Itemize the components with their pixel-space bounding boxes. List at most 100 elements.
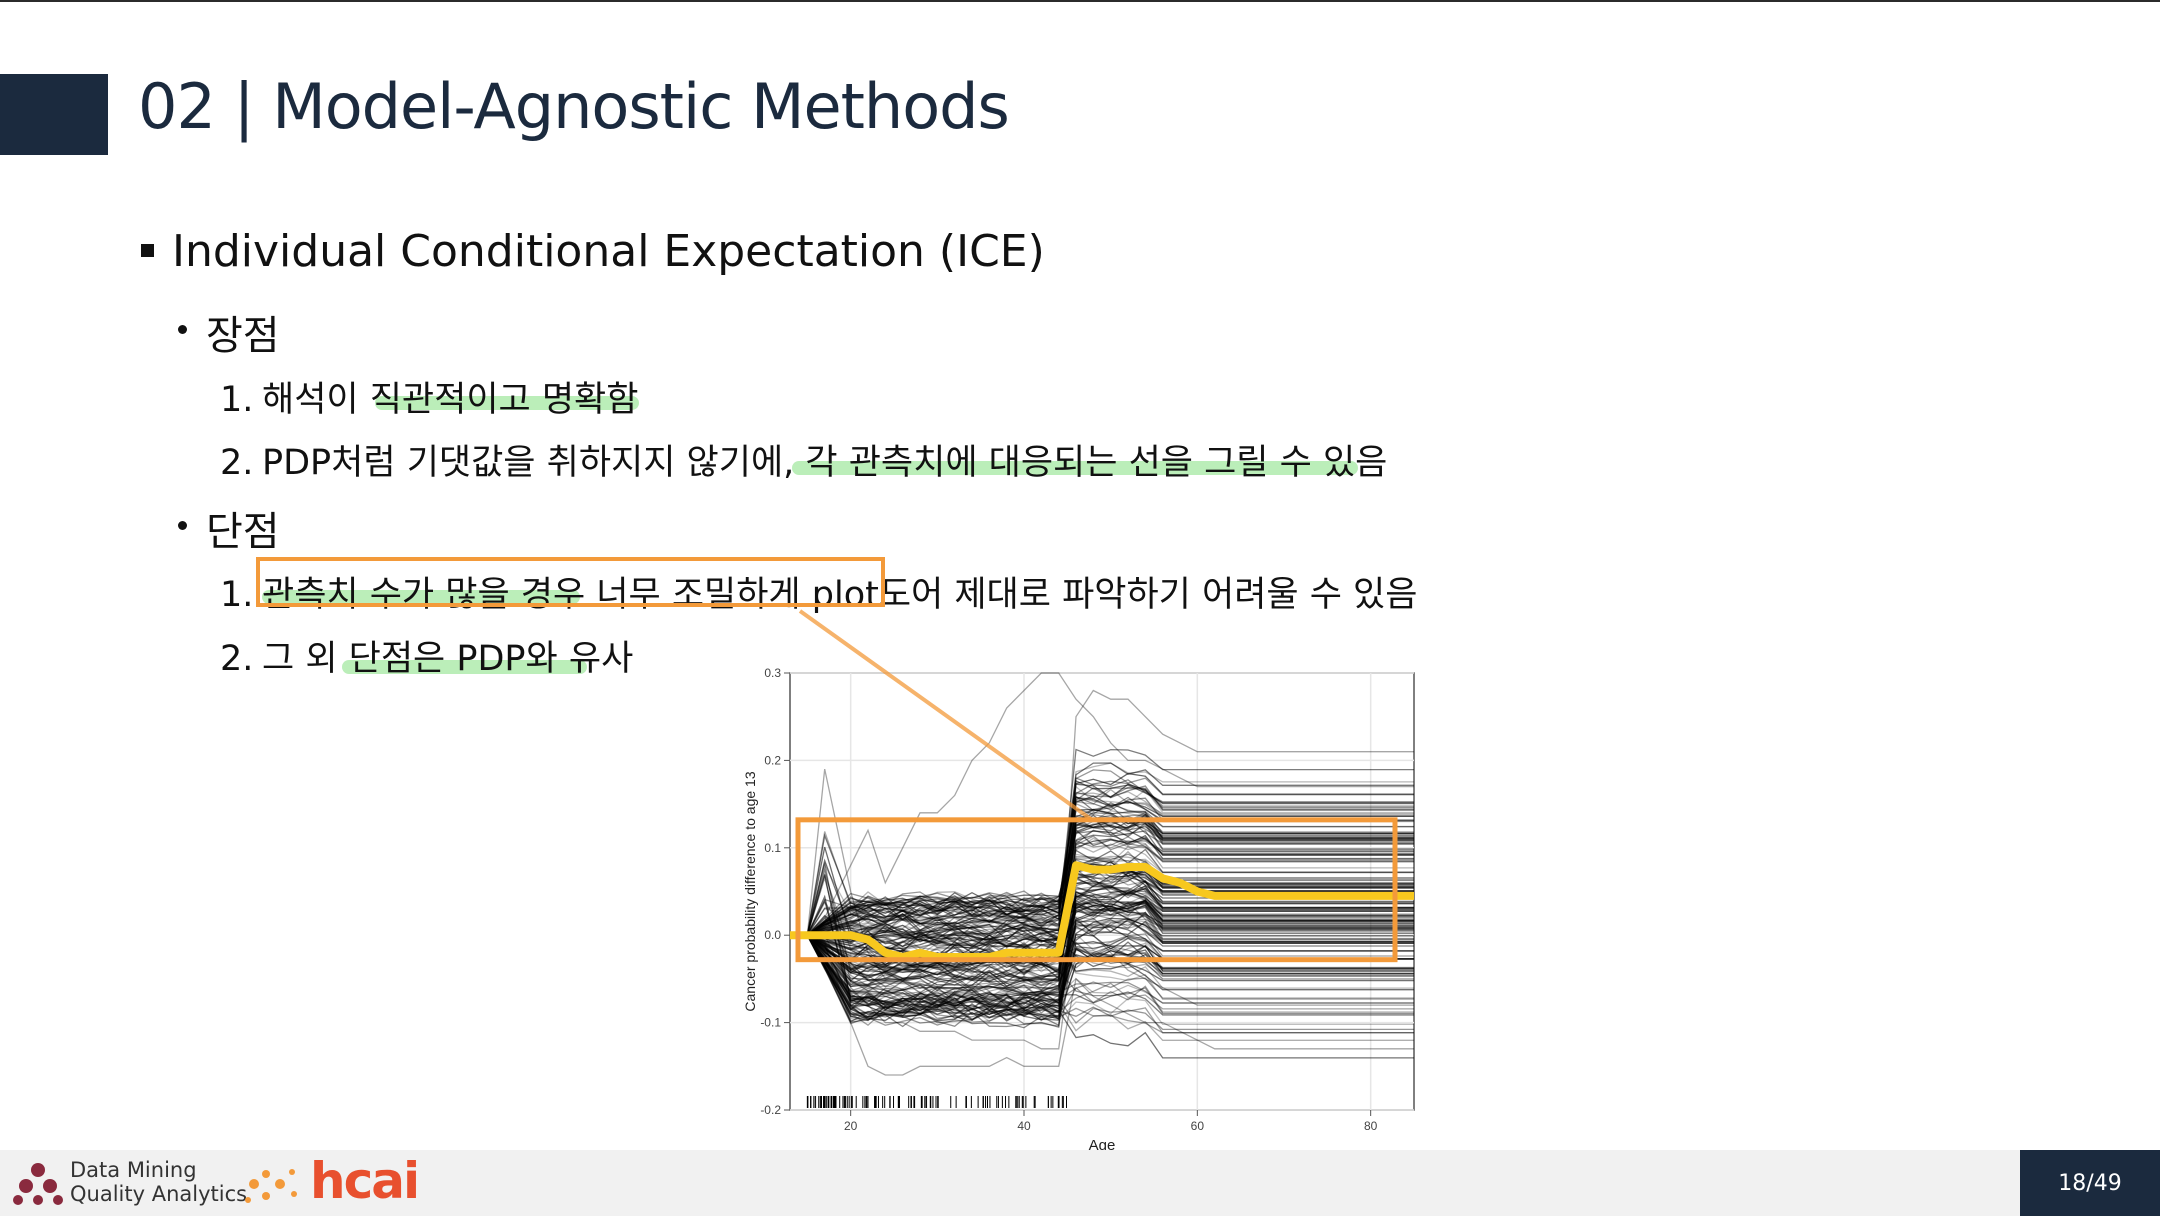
x-tick-label: 40: [1017, 1119, 1031, 1133]
ice-line: [790, 868, 1414, 944]
ice-line: [790, 902, 1414, 1012]
ice-line: [790, 934, 1414, 982]
ice-line: [790, 901, 1414, 1000]
ice-line: [790, 885, 1414, 1022]
ice-line: [790, 868, 1414, 936]
item-number: 2.: [220, 443, 254, 483]
ice-line: [790, 860, 1414, 983]
ice-line: [790, 911, 1414, 992]
ice-line: [790, 894, 1414, 1003]
ice-line: [790, 934, 1414, 1023]
ice-line: [790, 934, 1414, 1025]
ice-line: [790, 788, 1414, 936]
ice-line: [790, 888, 1414, 1007]
ice-line: [790, 899, 1414, 1022]
ice-line: [790, 836, 1414, 936]
item-number: 1.: [220, 575, 254, 615]
ice-line: [790, 817, 1414, 936]
ice-line: [790, 867, 1414, 997]
ice-line: [790, 934, 1414, 970]
ice-line: [790, 897, 1414, 936]
ice-line: [790, 917, 1414, 980]
ice-line: [790, 830, 1414, 936]
ice-line: [790, 900, 1414, 1007]
section-heading: Individual Conditional Expectation (ICE): [172, 226, 1045, 277]
ice-line: [790, 872, 1414, 936]
footer-bar: [0, 1150, 2160, 1216]
ice-line: [790, 808, 1414, 936]
cons-item: 2. 그 외 단점은 PDP와 유사: [220, 630, 633, 681]
ice-line: [790, 811, 1414, 965]
ice-line: [790, 863, 1414, 974]
highlight-mark: [342, 660, 587, 674]
top-divider: [0, 0, 2160, 2]
lab-logo-text: Data Mining Quality Analytics: [70, 1158, 247, 1206]
ice-line: [790, 933, 1414, 1005]
ice-line: [790, 934, 1414, 994]
ice-line: [790, 934, 1414, 1011]
ice-line: [790, 934, 1414, 1009]
ice-line: [790, 777, 1414, 936]
ice-line: [790, 909, 1414, 1007]
ice-line: [790, 762, 1414, 943]
ice-line: [790, 890, 1414, 1012]
ice-line: [790, 880, 1414, 936]
ice-line: [790, 875, 1414, 1004]
ice-line: [790, 934, 1414, 1034]
ice-line: [790, 934, 1414, 1011]
ice-line: [790, 867, 1414, 976]
ice-line: [790, 874, 1414, 1017]
ice-line: [790, 846, 1414, 941]
ice-line: [790, 817, 1414, 977]
ice-line: [790, 813, 1414, 976]
ice-line: [790, 815, 1414, 936]
ice-line: [790, 795, 1414, 936]
item-number: 1.: [220, 380, 254, 420]
ice-line: [790, 748, 1414, 936]
ice-line: [790, 835, 1414, 936]
data-mining-logo-icon: [13, 1163, 63, 1205]
ice-line: [790, 795, 1414, 943]
bullet-dot-icon: [178, 325, 187, 334]
ice-line: [790, 814, 1414, 936]
ice-line: [790, 862, 1414, 958]
cons-label: 단점: [206, 509, 280, 555]
ice-line: [790, 785, 1414, 936]
ice-line: [790, 934, 1414, 1022]
ice-line: [790, 858, 1414, 936]
ice-line: [790, 890, 1414, 964]
ice-line: [790, 912, 1414, 961]
ice-line: [790, 786, 1414, 936]
ice-line: [790, 921, 1414, 989]
ice-line: [790, 865, 1414, 945]
y-tick-label: 0.2: [764, 753, 781, 767]
ice-line: [790, 785, 1414, 987]
y-tick-label: 0.3: [764, 666, 781, 680]
ice-line: [790, 838, 1414, 936]
ice-line: [790, 934, 1414, 1021]
ice-line: [790, 901, 1414, 960]
highlight-mark: [262, 590, 580, 604]
bullet-dot-icon: [178, 521, 187, 530]
ice-line: [790, 845, 1414, 949]
ice-line: [790, 817, 1414, 936]
ice-line: [790, 907, 1414, 936]
logo-line-1: Data Mining: [70, 1158, 197, 1182]
chart-highlight-box: [795, 817, 1398, 963]
ice-line: [790, 762, 1414, 936]
ice-line: [790, 885, 1414, 936]
ice-line: [790, 901, 1414, 1027]
ice-line: [790, 817, 1414, 946]
ice-line: [790, 878, 1414, 948]
ice-line: [790, 899, 1414, 1027]
ice-line: [790, 802, 1414, 952]
ice-line: [790, 808, 1414, 939]
y-tick-label: -0.2: [760, 1103, 781, 1117]
ice-line: [790, 894, 1414, 1008]
ice-line: [790, 913, 1414, 966]
ice-line: [790, 915, 1414, 1012]
ice-line: [790, 783, 1414, 943]
ice-line: [790, 880, 1414, 940]
ice-line: [790, 873, 1414, 996]
highlight-mark: [375, 396, 639, 410]
